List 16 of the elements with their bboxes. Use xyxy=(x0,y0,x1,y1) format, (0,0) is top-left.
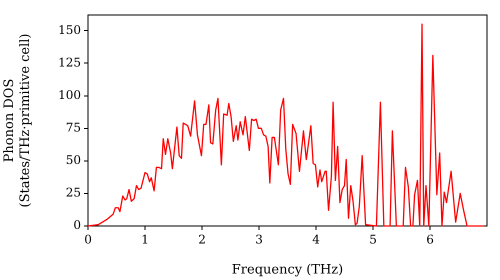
x-tick-label: 3 xyxy=(255,232,263,246)
y-tick-label: 75 xyxy=(66,120,81,134)
x-tick-label: 4 xyxy=(312,232,320,246)
y-tick-label: 0 xyxy=(73,218,81,232)
y-tick-label: 100 xyxy=(58,88,81,102)
y-tick-label: 150 xyxy=(58,22,81,37)
x-tick-label: 5 xyxy=(369,232,377,246)
y-axis-title: Phonon DOS (States/THz·primitive cell) xyxy=(2,33,33,208)
y-tick-label: 125 xyxy=(58,55,81,70)
x-tick-label: 1 xyxy=(141,232,149,246)
x-tick-label: 6 xyxy=(426,232,434,246)
y-tick-label: 50 xyxy=(66,153,81,167)
x-tick-label: 0 xyxy=(84,232,92,246)
x-tick-label: 2 xyxy=(198,232,206,246)
x-axis-title: Frequency (THz) xyxy=(232,262,344,278)
y-tick-label: 25 xyxy=(66,186,81,200)
